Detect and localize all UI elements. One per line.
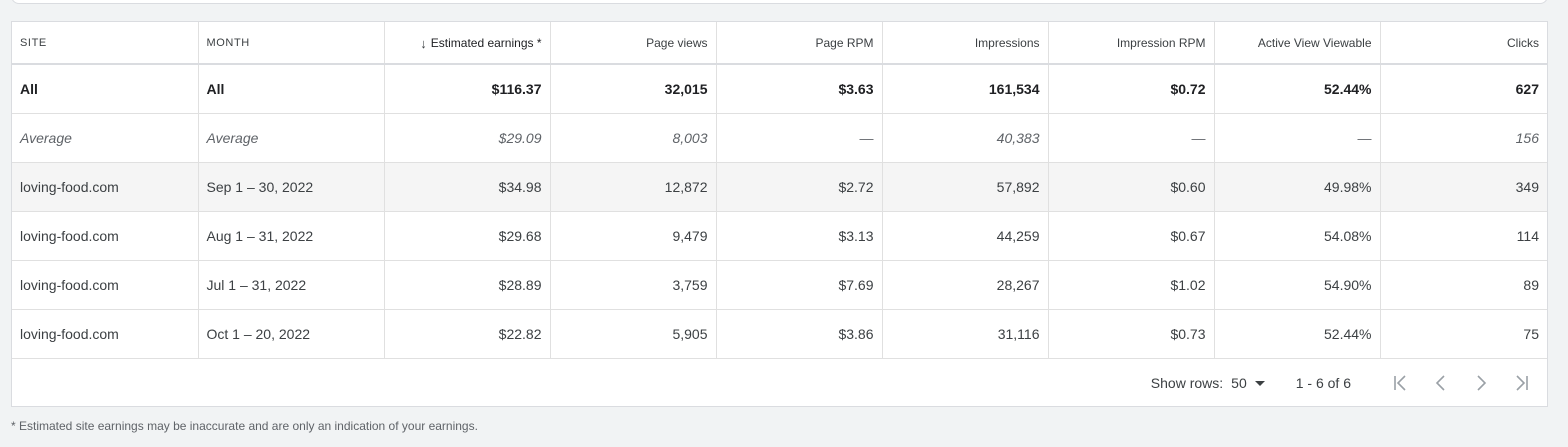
- previous-page-button[interactable]: [1421, 363, 1461, 403]
- cell-clicks: 627: [1380, 64, 1547, 114]
- cell-estimated-earnings: $28.89: [384, 260, 551, 310]
- cell-impressions: 44,259: [882, 211, 1049, 261]
- cell-site: Average: [12, 113, 199, 163]
- column-header-page-views[interactable]: Page views: [550, 22, 717, 65]
- cell-month: Oct 1 – 20, 2022: [198, 309, 385, 359]
- rows-per-page-value: 50: [1231, 375, 1247, 391]
- cell-page-rpm: $2.72: [716, 162, 883, 212]
- last-page-icon: [1516, 375, 1528, 391]
- cell-page-rpm: $3.63: [716, 64, 883, 114]
- rows-per-page-select[interactable]: 50: [1231, 375, 1265, 391]
- cell-active-view-viewable: 54.08%: [1214, 211, 1381, 261]
- table-row[interactable]: loving-food.com Sep 1 – 30, 2022 $34.98 …: [12, 162, 1547, 212]
- cell-estimated-earnings: $29.68: [384, 211, 551, 261]
- cell-page-views: 12,872: [550, 162, 717, 212]
- table-row[interactable]: loving-food.com Oct 1 – 20, 2022 $22.82 …: [12, 309, 1547, 359]
- table-row[interactable]: loving-food.com Aug 1 – 31, 2022 $29.68 …: [12, 211, 1547, 261]
- table-row-average: Average Average $29.09 8,003 — 40,383 — …: [12, 113, 1547, 163]
- cell-active-view-viewable: 49.98%: [1214, 162, 1381, 212]
- cell-site: All: [12, 64, 199, 114]
- cell-page-views: 3,759: [550, 260, 717, 310]
- cell-impression-rpm: $0.67: [1048, 211, 1215, 261]
- cell-active-view-viewable: 54.90%: [1214, 260, 1381, 310]
- cell-clicks: 89: [1380, 260, 1547, 310]
- column-header-impression-rpm[interactable]: Impression RPM: [1048, 22, 1215, 65]
- cell-clicks: 114: [1380, 211, 1547, 261]
- cell-estimated-earnings: $116.37: [384, 64, 551, 114]
- cell-month: All: [198, 64, 385, 114]
- cell-impression-rpm: $0.73: [1048, 309, 1215, 359]
- cell-active-view-viewable: —: [1214, 113, 1381, 163]
- column-header-clicks[interactable]: Clicks: [1380, 22, 1547, 65]
- column-header-label: Estimated earnings *: [430, 36, 542, 50]
- arrow-down-icon: ↓: [420, 36, 427, 51]
- cell-site: loving-food.com: [12, 211, 199, 261]
- show-rows-control: Show rows: 50: [1151, 375, 1265, 391]
- cell-active-view-viewable: 52.44%: [1214, 309, 1381, 359]
- cell-page-views: 32,015: [550, 64, 717, 114]
- cell-clicks: 349: [1380, 162, 1547, 212]
- column-header-month[interactable]: MONTH: [198, 22, 385, 65]
- cell-page-rpm: $7.69: [716, 260, 883, 310]
- first-page-icon: [1394, 375, 1406, 391]
- cell-page-rpm: —: [716, 113, 883, 163]
- caret-down-icon: [1254, 380, 1265, 386]
- cell-page-views: 8,003: [550, 113, 717, 163]
- cell-impression-rpm: —: [1048, 113, 1215, 163]
- next-page-icon: [1477, 375, 1487, 391]
- cell-site: loving-food.com: [12, 309, 199, 359]
- cell-page-rpm: $3.86: [716, 309, 883, 359]
- cell-month: Sep 1 – 30, 2022: [198, 162, 385, 212]
- cell-impressions: 40,383: [882, 113, 1049, 163]
- cell-page-views: 5,905: [550, 309, 717, 359]
- next-page-button[interactable]: [1461, 363, 1501, 403]
- cell-impression-rpm: $0.60: [1048, 162, 1215, 212]
- cell-impression-rpm: $0.72: [1048, 64, 1215, 114]
- table-header-row: SITE MONTH ↓ Estimated earnings * Page vi…: [12, 22, 1547, 65]
- cell-active-view-viewable: 52.44%: [1214, 64, 1381, 114]
- table-row-total: All All $116.37 32,015 $3.63 161,534 $0.…: [12, 64, 1547, 114]
- cell-estimated-earnings: $22.82: [384, 309, 551, 359]
- table-pagination-bar: Show rows: 50 1 - 6 of 6: [12, 359, 1547, 407]
- column-header-estimated-earnings[interactable]: ↓ Estimated earnings *: [384, 22, 551, 65]
- column-header-impressions[interactable]: Impressions: [882, 22, 1049, 65]
- cell-estimated-earnings: $29.09: [384, 113, 551, 163]
- column-header-site[interactable]: SITE: [12, 22, 199, 65]
- cell-impressions: 161,534: [882, 64, 1049, 114]
- cell-page-views: 9,479: [550, 211, 717, 261]
- show-rows-label: Show rows:: [1150, 375, 1224, 391]
- cell-clicks: 156: [1380, 113, 1547, 163]
- earnings-table: SITE MONTH ↓ Estimated earnings * Page vi…: [12, 22, 1547, 359]
- earnings-footnote: * Estimated site earnings may be inaccur…: [11, 419, 478, 433]
- cell-impressions: 31,116: [882, 309, 1049, 359]
- cell-impressions: 57,892: [882, 162, 1049, 212]
- cell-site: loving-food.com: [12, 260, 199, 310]
- cell-month: Average: [198, 113, 385, 163]
- first-page-button[interactable]: [1381, 363, 1421, 403]
- last-page-button[interactable]: [1501, 363, 1541, 403]
- cell-impression-rpm: $1.02: [1048, 260, 1215, 310]
- pagination-range: 1 - 6 of 6: [1295, 375, 1351, 391]
- cell-impressions: 28,267: [882, 260, 1049, 310]
- pager-buttons: [1381, 363, 1541, 403]
- cell-clicks: 75: [1380, 309, 1547, 359]
- cell-estimated-earnings: $34.98: [384, 162, 551, 212]
- cell-site: loving-food.com: [12, 162, 199, 212]
- previous-card-edge: [11, 0, 1548, 4]
- column-header-active-view-viewable[interactable]: Active View Viewable: [1214, 22, 1381, 65]
- cell-month: Aug 1 – 31, 2022: [198, 211, 385, 261]
- cell-page-rpm: $3.13: [716, 211, 883, 261]
- earnings-table-card: SITE MONTH ↓ Estimated earnings * Page vi…: [11, 21, 1548, 407]
- previous-page-icon: [1435, 375, 1445, 391]
- column-header-page-rpm[interactable]: Page RPM: [716, 22, 883, 65]
- table-row[interactable]: loving-food.com Jul 1 – 31, 2022 $28.89 …: [12, 260, 1547, 310]
- cell-month: Jul 1 – 31, 2022: [198, 260, 385, 310]
